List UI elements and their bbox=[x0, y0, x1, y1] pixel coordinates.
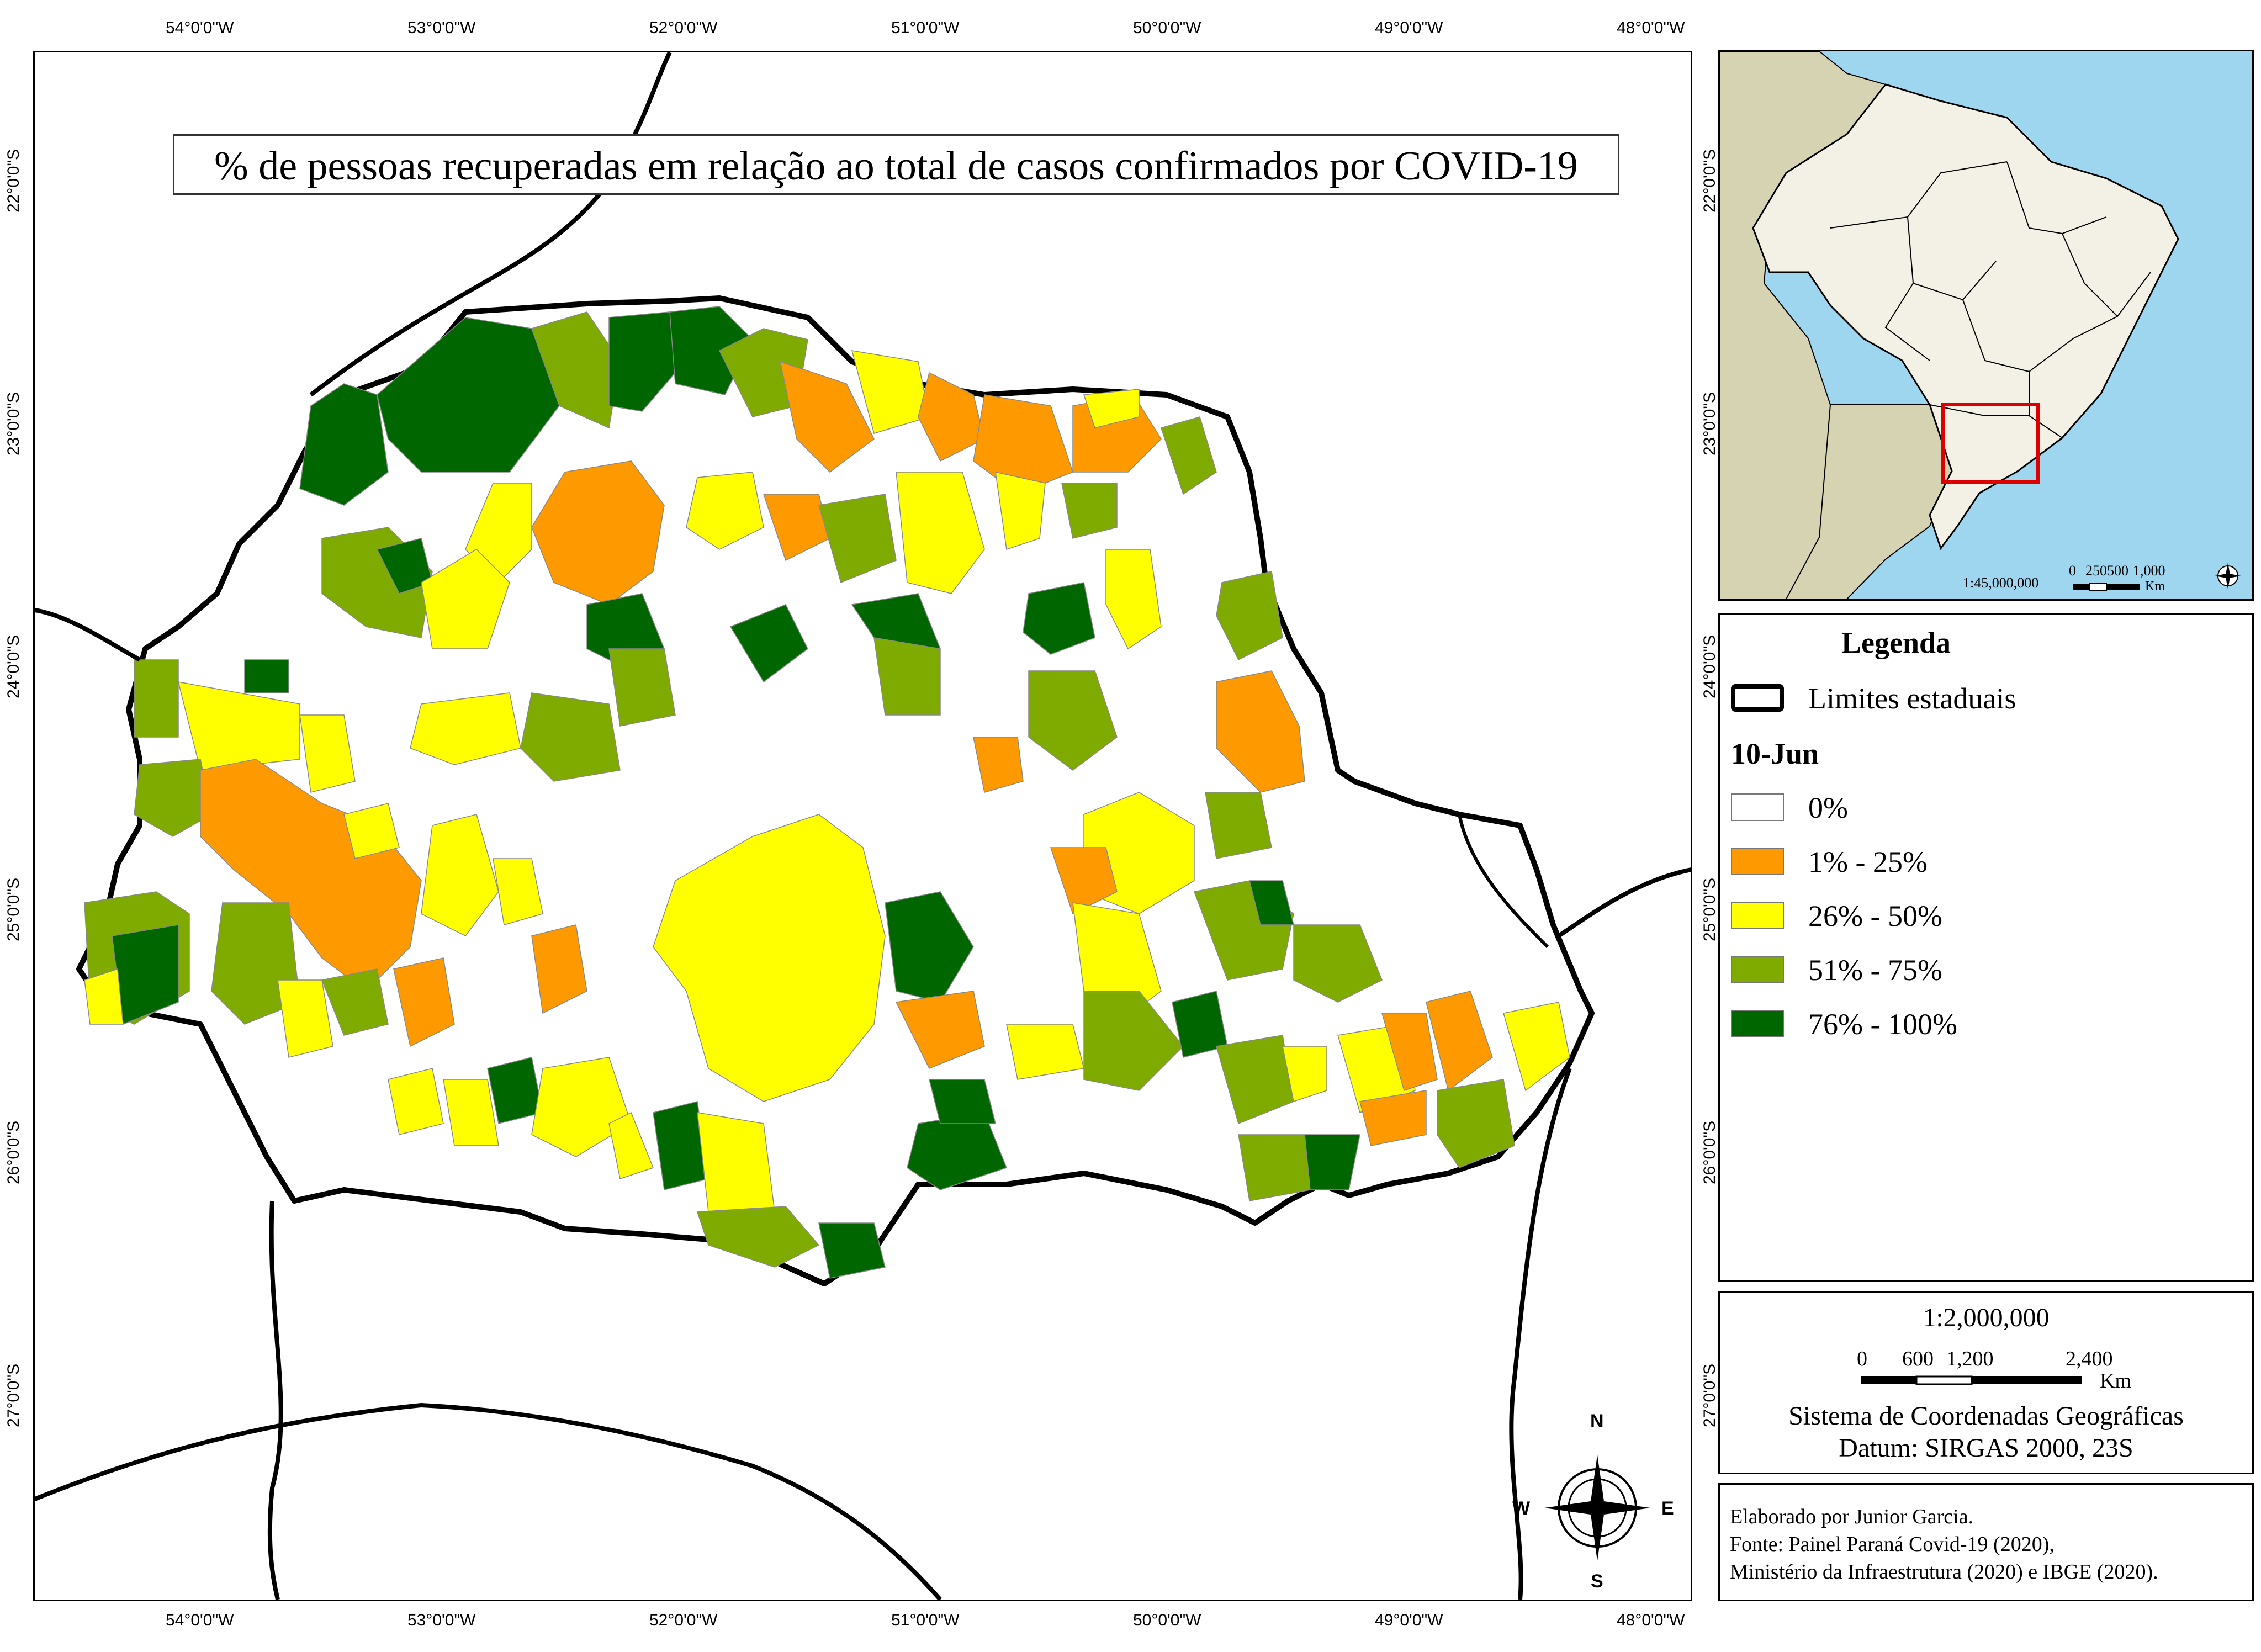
inset-scale-tick-1: 250500 bbox=[2085, 563, 2128, 579]
sp-coast bbox=[1557, 867, 1691, 938]
credit-line-1: Elaborado por Junior Garcia. bbox=[1730, 1505, 1974, 1528]
legend-swatch-2 bbox=[1731, 902, 1784, 929]
scale-unit: Km bbox=[2100, 1369, 2131, 1392]
lat-left-4: 25°0'0"S bbox=[4, 877, 23, 941]
inset-map-frame: 1:45,000,000 0 250500 1,000 Km bbox=[1718, 50, 2254, 601]
compass-rose-icon bbox=[1544, 1455, 1650, 1561]
legend-label-2: 26% - 50% bbox=[1808, 899, 1942, 933]
north-label: N bbox=[1590, 1411, 1604, 1432]
sc-boundary bbox=[267, 1200, 283, 1600]
south-boundary bbox=[35, 1402, 942, 1600]
east-label: E bbox=[1661, 1498, 1674, 1519]
legend-swatch-0 bbox=[1731, 793, 1784, 821]
lon-bottom-5: 50°0'0"W bbox=[1133, 1611, 1201, 1629]
lon-top-7: 48°0'0"W bbox=[1617, 19, 1685, 37]
west-boundary bbox=[35, 608, 141, 662]
lat-left-5: 26°0'0"S bbox=[4, 1120, 23, 1184]
map-title: % de pessoas recuperadas em relação ao t… bbox=[173, 134, 1619, 195]
legend-boundary-swatch bbox=[1731, 684, 1784, 712]
lat-left-6: 27°0'0"S bbox=[4, 1363, 23, 1427]
lon-top-2: 53°0'0"W bbox=[407, 19, 476, 37]
lon-bottom-1: 54°0'0"W bbox=[166, 1611, 234, 1629]
lon-bottom-6: 49°0'0"W bbox=[1375, 1611, 1443, 1629]
lon-top-6: 49°0'0"W bbox=[1375, 19, 1443, 37]
municipality-choropleth bbox=[84, 306, 1570, 1279]
coast-line bbox=[1509, 1067, 1572, 1600]
inset-compass-icon bbox=[2215, 563, 2241, 589]
legend-label-0: 0% bbox=[1808, 791, 1848, 824]
south-america-inset bbox=[1720, 51, 2252, 599]
coord-system-text: Sistema de Coordenadas Geográficas bbox=[1788, 1401, 2184, 1431]
lon-top-4: 51°0'0"W bbox=[891, 19, 960, 37]
legend-date: 10-Jun bbox=[1731, 737, 1819, 770]
legend-swatch-3 bbox=[1731, 956, 1784, 983]
east-boundary bbox=[1458, 814, 1549, 949]
credits-panel: Elaborado por Junior Garcia. Fonte: Pain… bbox=[1718, 1483, 2254, 1601]
lat-right-5: 26°0'0"S bbox=[1701, 1120, 1719, 1184]
lon-bottom-2: 53°0'0"W bbox=[407, 1611, 476, 1629]
legend-boundary-label: Limites estaduais bbox=[1808, 682, 2016, 715]
datum-text: Datum: SIRGAS 2000, 23S bbox=[1839, 1433, 2133, 1463]
legend-title: Legenda bbox=[1841, 626, 1951, 659]
lat-left-1: 22°0'0"S bbox=[4, 149, 23, 213]
lon-bottom-4: 51°0'0"W bbox=[891, 1611, 960, 1629]
west-label: W bbox=[1512, 1498, 1531, 1519]
lon-bottom-7: 48°0'0"W bbox=[1617, 1611, 1685, 1629]
lat-left-3: 24°0'0"S bbox=[4, 634, 23, 698]
lat-right-3: 24°0'0"S bbox=[1701, 634, 1719, 698]
inset-scale-tick-2: 1,000 bbox=[2133, 563, 2165, 579]
scale-tick-0: 0 bbox=[1857, 1347, 1867, 1370]
scale-bar bbox=[1861, 1375, 2082, 1385]
legend-panel: Legenda Limites estaduais 10-Jun 0% 1% -… bbox=[1718, 613, 2254, 1282]
north-arrow: N S W E bbox=[1512, 1411, 1674, 1592]
credit-line-2: Fonte: Painel Paraná Covid-19 (2020), bbox=[1730, 1533, 2055, 1556]
scale-tick-2: 1,200 bbox=[1946, 1347, 1994, 1370]
lat-left-2: 23°0'0"S bbox=[4, 391, 23, 456]
parana-map bbox=[35, 52, 1691, 1600]
sp-ms-boundary bbox=[309, 52, 672, 397]
lon-bottom-3: 52°0'0"W bbox=[649, 1611, 718, 1629]
scale-tick-3: 2,400 bbox=[2066, 1347, 2113, 1370]
lon-top-5: 50°0'0"W bbox=[1133, 19, 1201, 37]
inset-scale-tick-0: 0 bbox=[2069, 563, 2076, 579]
legend-label-3: 51% - 75% bbox=[1808, 954, 1942, 987]
parana-focus-box bbox=[1941, 403, 2040, 484]
lon-top-3: 52°0'0"W bbox=[649, 19, 718, 37]
credit-line-3: Ministério da Infraestrutura (2020) e IB… bbox=[1730, 1560, 2158, 1584]
lat-right-1: 22°0'0"S bbox=[1701, 149, 1719, 213]
legend-label-1: 1% - 25% bbox=[1808, 845, 1928, 878]
lon-top-1: 54°0'0"W bbox=[166, 19, 234, 37]
scale-tick-1: 600 bbox=[1902, 1347, 1934, 1370]
legend-label-4: 76% - 100% bbox=[1808, 1008, 1957, 1041]
legend-swatch-1 bbox=[1731, 848, 1784, 875]
inset-scale-unit: Km bbox=[2145, 579, 2165, 594]
brazil-state-lines bbox=[1830, 161, 2151, 438]
scale-panel: 1:2,000,000 0 600 1,200 2,400 Km Sistema… bbox=[1718, 1291, 2254, 1474]
lat-right-6: 27°0'0"S bbox=[1701, 1363, 1719, 1427]
lat-right-2: 23°0'0"S bbox=[1701, 391, 1719, 456]
inset-scale-text: 1:45,000,000 bbox=[1963, 575, 2039, 591]
legend-swatch-4 bbox=[1731, 1010, 1784, 1037]
main-map-frame: % de pessoas recuperadas em relação ao t… bbox=[33, 51, 1692, 1601]
scale-text: 1:2,000,000 bbox=[1923, 1303, 2050, 1332]
south-label: S bbox=[1591, 1571, 1603, 1592]
lat-right-4: 25°0'0"S bbox=[1701, 877, 1719, 941]
